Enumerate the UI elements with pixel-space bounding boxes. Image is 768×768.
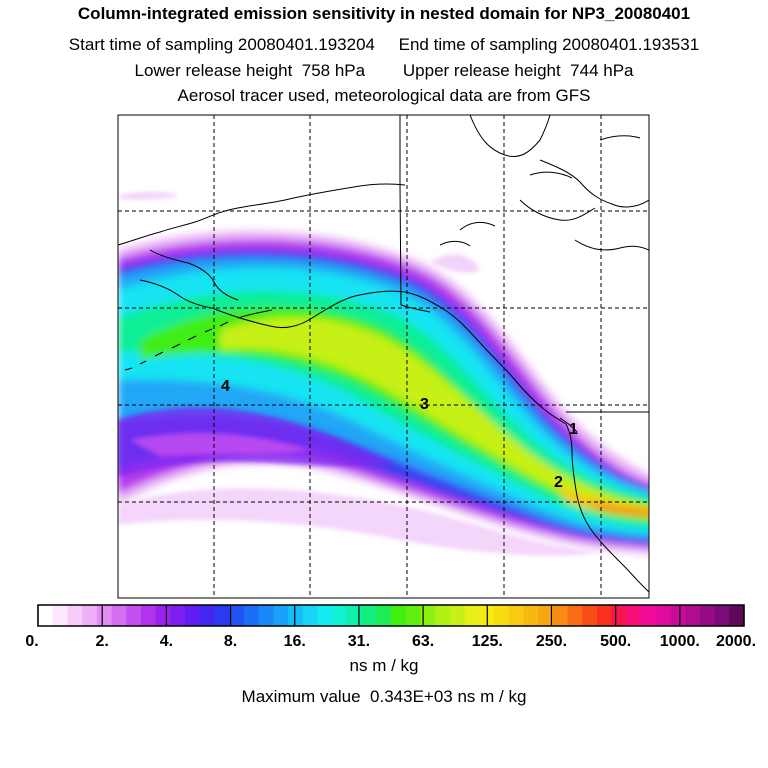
colorbar-swatch: [391, 605, 407, 626]
maximum-value: Maximum value 0.343E+03 ns m / kg: [241, 687, 527, 706]
colorbar-frame: [37, 604, 745, 627]
colorbar-swatch: [685, 605, 701, 626]
colorbar-swatch: [611, 605, 627, 626]
colorbar-swatch: [699, 605, 715, 626]
colorbar-swatch: [420, 605, 436, 626]
graticule: [118, 115, 649, 598]
colorbar-tick-label: 63.: [412, 633, 434, 650]
colorbar-tick-labels: 0. 2. 4. 8. 16. 31. 63. 125. 250. 500. 1000. 2000.: [25, 633, 756, 650]
colorbar-swatch: [302, 605, 318, 626]
colorbar-swatch: [229, 605, 245, 626]
colorbar-tick-label: 2000.: [716, 633, 756, 650]
colorbar-swatch: [273, 605, 289, 626]
colorbar-swatch: [670, 605, 686, 626]
colorbar-swatch: [655, 605, 671, 626]
colorbar-swatch: [288, 605, 304, 626]
colorbar-swatch: [582, 605, 598, 626]
release-heights: Lower release height 758 hPa Upper relea…: [134, 61, 634, 80]
colorbar-swatch: [361, 605, 377, 626]
colorbar-swatch: [641, 605, 657, 626]
colorbar-swatch: [317, 605, 333, 626]
sensitivity-field: [118, 115, 649, 598]
colorbar-swatch: [405, 605, 421, 626]
colorbar-swatch: [332, 605, 348, 626]
colorbar-swatch: [199, 605, 215, 626]
map-frame: [117, 114, 650, 599]
plot-title: Column-integrated emission sensitivity i…: [77, 4, 691, 23]
colorbar-swatch: [82, 605, 98, 626]
coastlines: [118, 115, 649, 593]
colorbar: [37, 604, 745, 627]
colorbar-swatch: [596, 605, 613, 626]
sampling-times: Start time of sampling 20080401.193204 E…: [68, 35, 700, 54]
colorbar-swatch: [111, 605, 127, 626]
colorbar-swatch: [435, 605, 451, 626]
colorbar-swatch: [493, 605, 510, 626]
colorbar-tick-label: 4.: [160, 633, 173, 650]
colorbar-swatch: [538, 605, 554, 626]
colorbar-swatch: [508, 605, 524, 626]
colorbar-tick-label: 8.: [224, 633, 237, 650]
colorbar-tick-label: 31.: [348, 633, 370, 650]
colorbar-swatch: [214, 605, 230, 626]
marker-1: 1: [569, 421, 578, 438]
colorbar-tick-label: 250.: [536, 633, 567, 650]
colorbar-swatch: [96, 605, 112, 626]
marker-2: 2: [554, 474, 563, 491]
colorbar-swatch: [567, 605, 583, 626]
colorbar-swatch: [729, 605, 745, 626]
colorbar-swatch: [258, 605, 274, 626]
trajectory-markers: 1 2 3 4: [221, 378, 578, 491]
colorbar-tick-label: 1000.: [660, 633, 700, 650]
colorbar-swatch: [464, 605, 480, 626]
colorbar-tick-label: 500.: [600, 633, 631, 650]
colorbar-tick-label: 2.: [96, 633, 109, 650]
marker-4: 4: [221, 378, 230, 395]
tracer-info: Aerosol tracer used, meteorological data…: [177, 86, 591, 105]
colorbar-tick-label: 125.: [472, 633, 503, 650]
colorbar-swatch: [523, 605, 539, 626]
colorbar-swatch: [552, 605, 568, 626]
colorbar-swatch: [155, 605, 171, 626]
colorbar-swatch: [140, 605, 157, 626]
colorbar-tick-label: 0.: [25, 633, 38, 650]
colorbar-swatch: [376, 605, 392, 626]
colorbar-swatch: [170, 605, 186, 626]
colorbar-swatch: [243, 605, 260, 626]
colorbar-swatch: [714, 605, 730, 626]
colorbar-swatch: [38, 605, 54, 626]
colorbar-tick-label: 16.: [284, 633, 306, 650]
marker-3: 3: [420, 396, 429, 413]
colorbar-swatch: [449, 605, 465, 626]
colorbar-swatch: [626, 605, 642, 626]
colorbar-swatch: [346, 605, 362, 626]
colorbar-units: ns m / kg: [349, 656, 419, 675]
colorbar-swatch: [67, 605, 83, 626]
colorbar-swatch: [52, 605, 68, 626]
colorbar-swatch: [126, 605, 142, 626]
colorbar-swatch: [185, 605, 201, 626]
